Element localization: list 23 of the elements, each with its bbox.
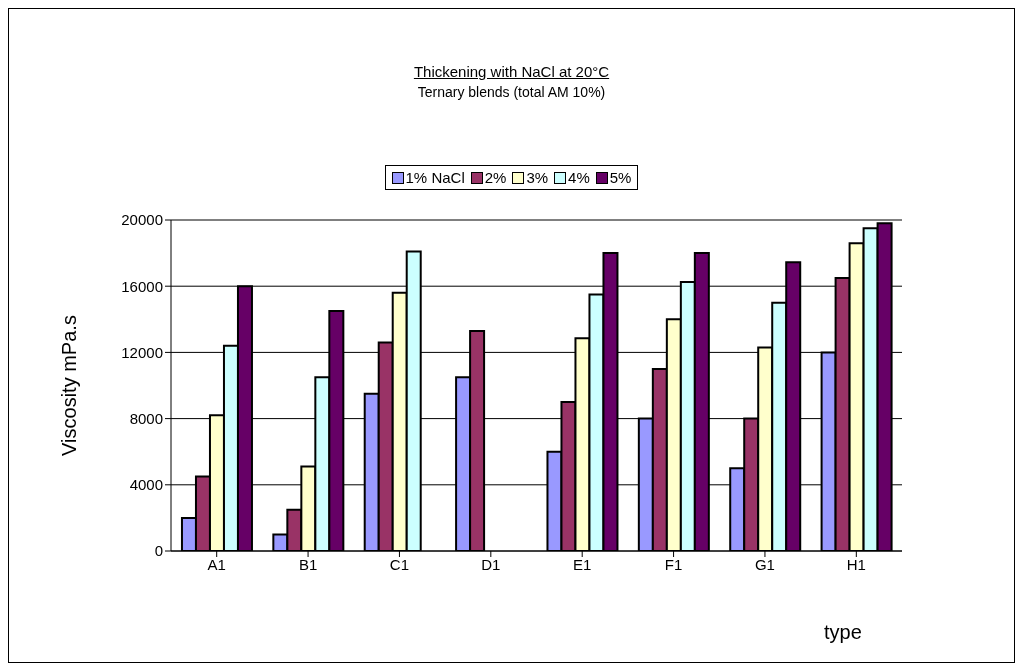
y-tick-label: 8000 xyxy=(129,409,163,427)
y-tick-label: 12000 xyxy=(121,343,163,361)
y-tick-label: 0 xyxy=(154,542,163,560)
chart-title: Thickening with NaCl at 20°C xyxy=(413,63,610,80)
y-tick-label: 20000 xyxy=(121,211,163,229)
x-tick-label: G1 xyxy=(754,555,775,573)
legend-label: 2% xyxy=(483,169,507,186)
y-tick-label: 16000 xyxy=(121,277,163,295)
y-tick-label: 4000 xyxy=(129,476,163,494)
x-tick-label: C1 xyxy=(389,555,410,573)
x-axis-title: type xyxy=(824,621,862,644)
legend-label: 3% xyxy=(525,169,549,186)
legend-label: 5% xyxy=(608,169,632,186)
x-tick-label: B1 xyxy=(298,555,318,573)
x-tick-label: D1 xyxy=(481,555,501,573)
x-tick-label: H1 xyxy=(846,555,866,573)
chart-subtitle: Ternary blends (total AM 10%) xyxy=(416,84,607,100)
x-tick-label: F1 xyxy=(664,555,683,573)
x-tick-label: A1 xyxy=(207,555,226,573)
y-axis-title: Viscosity mPa.s xyxy=(58,315,81,456)
x-tick-label: E1 xyxy=(573,555,592,573)
legend-label: 1% NaCl xyxy=(404,169,465,186)
legend-label: 4% xyxy=(567,169,590,186)
